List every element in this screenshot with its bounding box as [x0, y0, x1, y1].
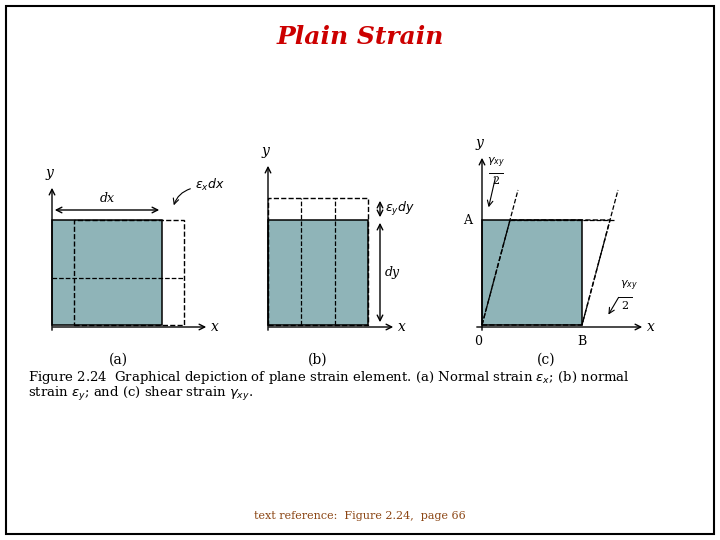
Text: dx: dx: [99, 192, 114, 205]
Text: 2: 2: [492, 176, 500, 186]
Text: (a): (a): [109, 353, 127, 367]
Text: Figure 2.24  Graphical depiction of plane strain element. (a) Normal strain $\va: Figure 2.24 Graphical depiction of plane…: [28, 369, 630, 387]
Bar: [268, 220, 368, 325]
Bar: [52, 220, 162, 325]
Text: y: y: [45, 166, 53, 180]
Text: y: y: [475, 136, 483, 150]
Text: A: A: [463, 213, 472, 226]
Text: text reference:  Figure 2.24,  page 66: text reference: Figure 2.24, page 66: [254, 511, 466, 521]
Text: x: x: [647, 320, 655, 334]
Text: $\gamma_{xy}$: $\gamma_{xy}$: [487, 156, 505, 170]
Text: $\gamma_{xy}$: $\gamma_{xy}$: [620, 279, 638, 293]
Text: $\varepsilon_y dy$: $\varepsilon_y dy$: [385, 200, 415, 218]
Text: (b): (b): [308, 353, 328, 367]
Text: x: x: [398, 320, 406, 334]
Text: 2: 2: [621, 301, 629, 311]
Text: strain $\varepsilon_y$; and (c) shear strain $\gamma_{xy}$.: strain $\varepsilon_y$; and (c) shear st…: [28, 385, 253, 403]
Text: (c): (c): [536, 353, 555, 367]
Text: dy: dy: [385, 266, 400, 279]
Bar: [482, 220, 582, 325]
Text: Plain Strain: Plain Strain: [276, 25, 444, 49]
Text: B: B: [577, 335, 587, 348]
Text: $\varepsilon_x dx$: $\varepsilon_x dx$: [195, 177, 225, 193]
Text: 0: 0: [474, 335, 482, 348]
Text: x: x: [211, 320, 219, 334]
Text: y: y: [261, 144, 269, 158]
Bar: [74, 220, 184, 325]
Bar: [268, 198, 368, 325]
